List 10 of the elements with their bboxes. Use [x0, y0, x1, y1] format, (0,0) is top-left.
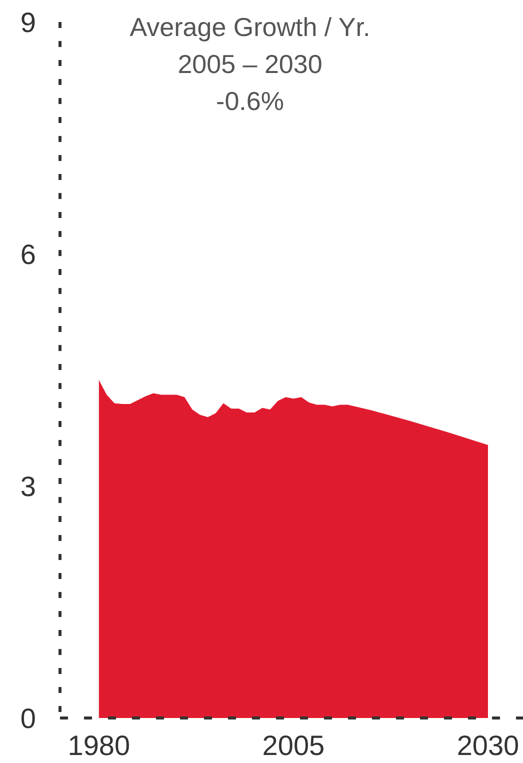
annotation: Average Growth / Yr. — [130, 12, 370, 42]
annotation: -0.6% — [216, 86, 284, 116]
y-tick-label: 0 — [20, 702, 36, 734]
annotation: 2005 – 2030 — [178, 49, 322, 79]
y-tick-label: 9 — [20, 6, 36, 38]
x-tick-label: 2030 — [456, 730, 520, 761]
y-tick-label: 6 — [20, 238, 36, 270]
y-tick-label: 3 — [20, 470, 36, 502]
x-tick-label: 2005 — [262, 730, 325, 761]
x-tick-label: 1980 — [68, 730, 130, 761]
